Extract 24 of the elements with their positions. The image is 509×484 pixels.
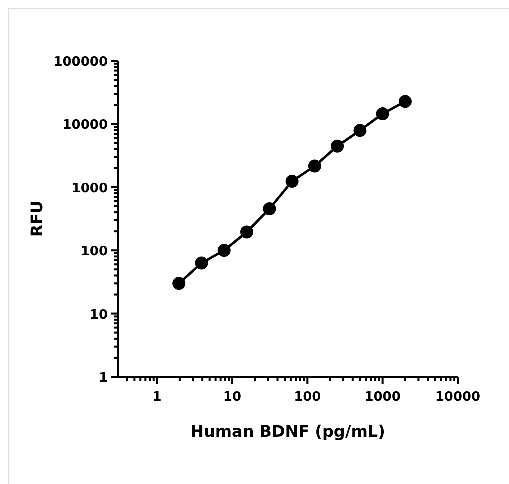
- point: [240, 226, 254, 239]
- point: [354, 124, 367, 138]
- y-tick-label: 10: [90, 308, 108, 323]
- y-axis-title: RFU: [28, 200, 47, 238]
- x-tick-label: 1: [152, 390, 162, 405]
- point: [308, 160, 322, 173]
- x-tick-label: 10000: [435, 390, 481, 405]
- point: [331, 140, 344, 153]
- point: [218, 244, 231, 258]
- point: [263, 202, 276, 216]
- y-tick-label: 100000: [54, 55, 108, 70]
- point: [376, 108, 390, 120]
- x-tick-label: 100: [294, 390, 322, 405]
- point: [398, 95, 412, 108]
- x-tick-label: 10: [223, 390, 242, 405]
- y-tick-label: 10000: [62, 118, 108, 134]
- y-tick-label: 1: [98, 371, 108, 386]
- point: [172, 277, 186, 290]
- point: [286, 174, 299, 188]
- point: [195, 256, 208, 270]
- x-axis-title: Human BDNF (pg/mL): [190, 422, 386, 441]
- x-tick-label: 1000: [364, 390, 401, 405]
- y-tick-label: 100: [80, 244, 108, 260]
- y-tick-label: 1000: [72, 181, 108, 196]
